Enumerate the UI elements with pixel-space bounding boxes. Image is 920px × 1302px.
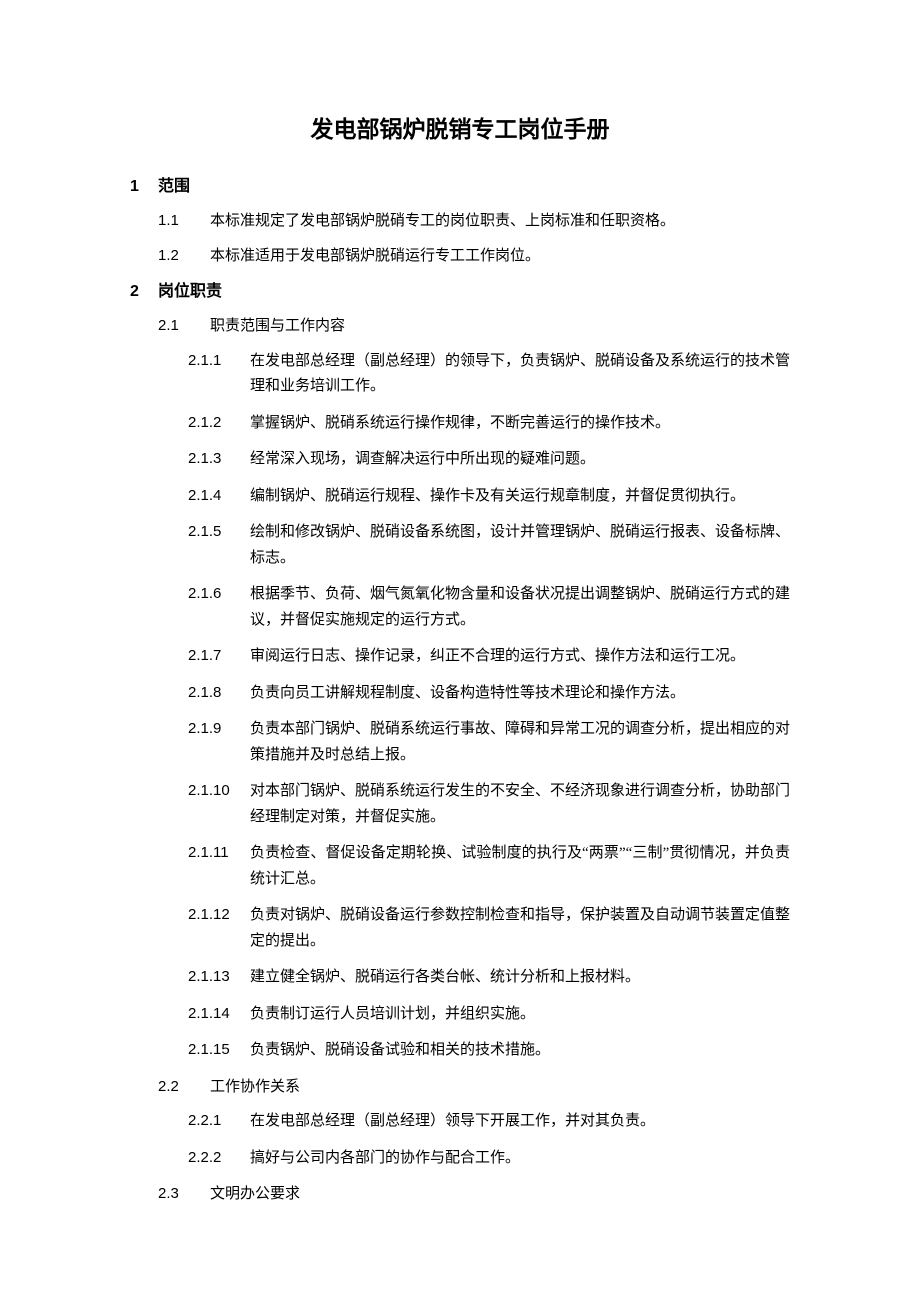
item-2-2: 2.2 工作协作关系 [130,1074,790,1101]
item-2-1-6-text: 根据季节、负荷、烟气氮氧化物含量和设备状况提出调整锅炉、脱硝运行方式的建议，并督… [250,582,790,633]
item-2-1-5-number: 2.1.5 [188,519,250,545]
document-title: 发电部锅炉脱销专工岗位手册 [130,110,790,144]
item-2-1-8-text: 负责向员工讲解规程制度、设备构造特性等技术理论和操作方法。 [250,681,790,707]
item-2-1-10: 2.1.10 对本部门锅炉、脱硝系统运行发生的不安全、不经济现象进行调查分析，协… [130,778,790,830]
item-2-1-13: 2.1.13 建立健全锅炉、脱硝运行各类台帐、统计分析和上报材料。 [130,964,790,991]
item-2-1-6: 2.1.6 根据季节、负荷、烟气氮氧化物含量和设备状况提出调整锅炉、脱硝运行方式… [130,581,790,633]
section-1-title: 范围 [158,172,190,196]
section-1-number: 1 [130,178,158,196]
item-2-1-12-number: 2.1.12 [188,902,250,928]
item-2-1-15-number: 2.1.15 [188,1037,250,1063]
item-2-2-1-text: 在发电部总经理（副总经理）领导下开展工作，并对其负责。 [250,1109,790,1135]
item-2-3: 2.3 文明办公要求 [130,1181,790,1208]
item-1-2-number: 1.2 [158,243,210,269]
item-2-1-7-number: 2.1.7 [188,643,250,669]
item-2-1-11: 2.1.11 负责检查、督促设备定期轮换、试验制度的执行及“两票”“三制”贯彻情… [130,840,790,892]
item-2-1-3-number: 2.1.3 [188,446,250,472]
item-2-1-3-text: 经常深入现场，调查解决运行中所出现的疑难问题。 [250,447,790,473]
item-2-1-8-number: 2.1.8 [188,680,250,706]
item-2-1-15-text: 负责锅炉、脱硝设备试验和相关的技术措施。 [250,1038,790,1064]
item-2-1-13-text: 建立健全锅炉、脱硝运行各类台帐、统计分析和上报材料。 [250,965,790,991]
section-2: 2 岗位职责 2.1 职责范围与工作内容 2.1.1 在发电部总经理（副总经理）… [130,277,790,1208]
item-2-1-12: 2.1.12 负责对锅炉、脱硝设备运行参数控制检查和指导，保护装置及自动调节装置… [130,902,790,954]
item-2-2-1: 2.2.1 在发电部总经理（副总经理）领导下开展工作，并对其负责。 [130,1108,790,1135]
item-2-1-9-text: 负责本部门锅炉、脱硝系统运行事故、障碍和异常工况的调查分析，提出相应的对策措施并… [250,717,790,768]
item-2-1: 2.1 职责范围与工作内容 [130,313,790,340]
item-2-1-7-text: 审阅运行日志、操作记录，纠正不合理的运行方式、操作方法和运行工况。 [250,644,790,670]
item-2-1-14-number: 2.1.14 [188,1001,250,1027]
item-2-1-8: 2.1.8 负责向员工讲解规程制度、设备构造特性等技术理论和操作方法。 [130,680,790,707]
item-2-2-2-text: 搞好与公司内各部门的协作与配合工作。 [250,1146,790,1172]
item-2-1-4: 2.1.4 编制锅炉、脱硝运行规程、操作卡及有关运行规章制度，并督促贯彻执行。 [130,483,790,510]
item-2-2-1-number: 2.2.1 [188,1108,250,1134]
item-2-2-2-number: 2.2.2 [188,1145,250,1171]
item-2-1-15: 2.1.15 负责锅炉、脱硝设备试验和相关的技术措施。 [130,1037,790,1064]
item-2-1-5-text: 绘制和修改锅炉、脱硝设备系统图，设计并管理锅炉、脱硝运行报表、设备标牌、标志。 [250,520,790,571]
item-2-2-2: 2.2.2 搞好与公司内各部门的协作与配合工作。 [130,1145,790,1172]
item-1-2-text: 本标准适用于发电部锅炉脱硝运行专工工作岗位。 [210,244,790,270]
section-2-number: 2 [130,283,158,301]
item-2-1-7: 2.1.7 审阅运行日志、操作记录，纠正不合理的运行方式、操作方法和运行工况。 [130,643,790,670]
item-2-3-text: 文明办公要求 [210,1182,790,1208]
section-2-title: 岗位职责 [158,277,222,301]
item-1-1: 1.1 本标准规定了发电部锅炉脱硝专工的岗位职责、上岗标准和任职资格。 [130,208,790,235]
item-2-1-11-text: 负责检查、督促设备定期轮换、试验制度的执行及“两票”“三制”贯彻情况，并负责统计… [250,841,790,892]
section-1-header: 1 范围 [130,172,790,196]
item-2-1-4-text: 编制锅炉、脱硝运行规程、操作卡及有关运行规章制度，并督促贯彻执行。 [250,484,790,510]
item-2-1-10-number: 2.1.10 [188,778,250,804]
item-2-1-12-text: 负责对锅炉、脱硝设备运行参数控制检查和指导，保护装置及自动调节装置定值整定的提出… [250,903,790,954]
section-1: 1 范围 1.1 本标准规定了发电部锅炉脱硝专工的岗位职责、上岗标准和任职资格。… [130,172,790,269]
item-2-1-10-text: 对本部门锅炉、脱硝系统运行发生的不安全、不经济现象进行调查分析，协助部门经理制定… [250,779,790,830]
item-2-1-4-number: 2.1.4 [188,483,250,509]
item-2-1-1-text: 在发电部总经理（副总经理）的领导下，负责锅炉、脱硝设备及系统运行的技术管理和业务… [250,349,790,400]
item-2-1-13-number: 2.1.13 [188,964,250,990]
item-2-1-11-number: 2.1.11 [188,840,250,866]
item-2-1-14: 2.1.14 负责制订运行人员培训计划，并组织实施。 [130,1001,790,1028]
item-1-2: 1.2 本标准适用于发电部锅炉脱硝运行专工工作岗位。 [130,243,790,270]
item-2-1-9: 2.1.9 负责本部门锅炉、脱硝系统运行事故、障碍和异常工况的调查分析，提出相应… [130,716,790,768]
item-2-1-2-text: 掌握锅炉、脱硝系统运行操作规律，不断完善运行的操作技术。 [250,411,790,437]
item-2-1-5: 2.1.5 绘制和修改锅炉、脱硝设备系统图，设计并管理锅炉、脱硝运行报表、设备标… [130,519,790,571]
item-2-1-2-number: 2.1.2 [188,410,250,436]
item-2-3-number: 2.3 [158,1181,210,1207]
item-2-2-text: 工作协作关系 [210,1075,790,1101]
item-1-1-text: 本标准规定了发电部锅炉脱硝专工的岗位职责、上岗标准和任职资格。 [210,209,790,235]
item-2-1-3: 2.1.3 经常深入现场，调查解决运行中所出现的疑难问题。 [130,446,790,473]
item-2-1-number: 2.1 [158,313,210,339]
item-2-1-6-number: 2.1.6 [188,581,250,607]
item-2-1-text: 职责范围与工作内容 [210,314,790,340]
item-2-1-1-number: 2.1.1 [188,348,250,374]
item-2-1-1: 2.1.1 在发电部总经理（副总经理）的领导下，负责锅炉、脱硝设备及系统运行的技… [130,348,790,400]
item-2-1-9-number: 2.1.9 [188,716,250,742]
item-2-1-14-text: 负责制订运行人员培训计划，并组织实施。 [250,1002,790,1028]
item-2-2-number: 2.2 [158,1074,210,1100]
section-2-header: 2 岗位职责 [130,277,790,301]
item-1-1-number: 1.1 [158,208,210,234]
item-2-1-2: 2.1.2 掌握锅炉、脱硝系统运行操作规律，不断完善运行的操作技术。 [130,410,790,437]
